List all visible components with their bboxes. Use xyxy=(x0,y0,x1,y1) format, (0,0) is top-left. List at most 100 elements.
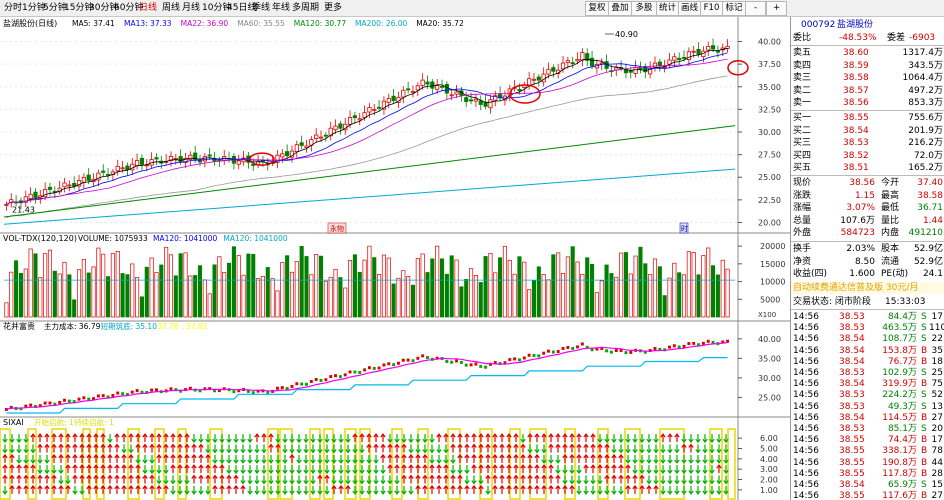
signal-up-arrow xyxy=(233,474,239,484)
tick-row-4-cell: 18 xyxy=(931,356,943,367)
candle-body xyxy=(468,99,474,102)
tick-row-10-cell: S xyxy=(921,424,927,434)
signal-up-arrow xyxy=(387,443,393,453)
period-tab-5[interactable]: 60分钟 xyxy=(114,3,144,13)
signal-up-arrow xyxy=(128,433,134,443)
period-tab-9[interactable]: 10分钟 xyxy=(202,3,232,13)
tick-row-14-cell: B xyxy=(921,468,928,479)
signal-down-arrow xyxy=(674,454,680,464)
volume-bar xyxy=(130,263,135,318)
signal-up-arrow xyxy=(527,474,533,484)
volume-bar xyxy=(91,266,96,318)
signal-down-arrow xyxy=(450,465,456,475)
promo-banner[interactable]: 自动续费通达信普及版 30元/月 xyxy=(791,282,944,294)
signal-up-arrow xyxy=(275,443,281,453)
period-tab-10[interactable]: 45日线 xyxy=(227,3,257,13)
ask-row-1: 卖四 38.59 343.5万 xyxy=(791,60,944,72)
period-tab-8[interactable]: 月线 xyxy=(182,3,201,13)
indicator-bar xyxy=(401,358,405,362)
volume-title: VOL-TDX(120,120) xyxy=(3,234,77,243)
signal-up-arrow xyxy=(394,453,400,463)
tick-row-1: 14:56 38.53 463.5万 S110 xyxy=(791,322,944,334)
signal-up-arrow xyxy=(184,464,190,474)
volume-bar xyxy=(333,268,338,318)
event-flag-right xyxy=(679,222,689,234)
ma-label-2: MA22: 36.90 xyxy=(181,19,229,28)
volume-bar xyxy=(304,256,309,318)
toolbar-button-5[interactable]: F10 xyxy=(700,1,723,16)
signal-up-arrow xyxy=(149,433,155,443)
signal-down-arrow xyxy=(576,465,582,475)
period-tab-1[interactable]: 1分钟 xyxy=(22,3,46,13)
candle-body xyxy=(275,154,280,163)
signal-up-arrow xyxy=(135,474,141,484)
signal-up-arrow xyxy=(93,484,99,494)
toolbar-button-2[interactable]: 多股 xyxy=(631,1,657,16)
volume-bar xyxy=(652,258,658,318)
volume-bar xyxy=(478,282,483,318)
signal-up-arrow xyxy=(471,453,477,463)
period-tab-11[interactable]: 季线 xyxy=(252,3,271,13)
volume-bar xyxy=(299,245,304,318)
indicator-bar xyxy=(392,363,396,367)
signal-down-arrow xyxy=(331,444,337,454)
chart-area[interactable]: 40.00 37.50 35.00 32.50 30.00 27.50 25.00 22.50… xyxy=(0,17,790,500)
candle-body xyxy=(401,89,406,98)
signal-down-arrow xyxy=(625,444,631,454)
ind-y-label-0: 40.00 xyxy=(758,335,781,344)
toolbar-button-8[interactable]: + xyxy=(766,1,787,16)
signal-down-arrow xyxy=(317,465,323,475)
period-tab-0[interactable]: 分时 xyxy=(4,3,23,13)
signal-up-arrow xyxy=(562,484,568,494)
indicator-bar xyxy=(343,373,347,377)
toolbar-button-4[interactable]: 画线 xyxy=(678,1,701,16)
tick-row-9-cell: B xyxy=(921,412,928,423)
tick-row-3-cell: 153.8万 xyxy=(882,345,917,356)
signal-down-arrow xyxy=(296,444,302,454)
stat2-row-0-cell: 2.03% xyxy=(846,244,875,254)
signal-down-arrow xyxy=(709,485,715,495)
period-tab-13[interactable]: 多周期 xyxy=(292,3,320,13)
volume-bar xyxy=(202,279,207,318)
period-tab-2[interactable]: 5分钟 xyxy=(43,3,67,13)
stat-row-3-cell: 1.44 xyxy=(922,215,943,226)
period-tab-14[interactable]: 更多 xyxy=(324,3,343,13)
period-tab-6[interactable]: 日线 xyxy=(139,3,158,13)
indicator-bar xyxy=(585,345,589,349)
candle-body xyxy=(86,174,91,181)
candle-body xyxy=(430,81,435,89)
signal-up-arrow xyxy=(646,484,652,494)
candle-body xyxy=(420,79,425,86)
order-ratio-cell: -48.53% xyxy=(839,33,877,43)
toolbar-button-6[interactable]: 标记 xyxy=(722,1,746,16)
signal-up-arrow xyxy=(65,443,71,453)
period-tab-3[interactable]: 15分钟 xyxy=(64,3,94,13)
toolbar-button-3[interactable]: 统计 xyxy=(656,1,679,16)
kline-chart-svg[interactable]: 40.00 37.50 35.00 32.50 30.00 27.50 25.00 22.50… xyxy=(0,17,790,500)
candle-body xyxy=(536,76,541,81)
signal-up-arrow xyxy=(513,443,519,453)
candle-body xyxy=(62,182,67,188)
candle-body xyxy=(101,170,106,173)
period-tab-12[interactable]: 年线 xyxy=(272,3,291,13)
tick-row-12-cell: 14:56 xyxy=(793,446,819,457)
period-tab-7[interactable]: 周线 xyxy=(162,3,181,13)
signal-down-arrow xyxy=(9,444,15,454)
tick-row-16-cell: B xyxy=(921,491,928,500)
toolbar-button-7[interactable]: - xyxy=(745,1,766,16)
divider xyxy=(791,45,944,46)
vol-y-label-0: 20000 xyxy=(760,242,785,251)
signal-highlight xyxy=(209,428,223,500)
signal-down-arrow xyxy=(170,475,176,485)
volume-bar xyxy=(23,268,28,318)
period-tab-4[interactable]: 30分钟 xyxy=(89,3,119,13)
volume-bar xyxy=(125,274,130,318)
signal-up-arrow xyxy=(527,433,533,443)
stat2-row-0: 换手 2.03% 股本 52.9亿 xyxy=(791,243,944,255)
toolbar-button-1[interactable]: 叠加 xyxy=(608,1,632,16)
indicator-bar xyxy=(24,404,28,408)
signal-up-arrow xyxy=(72,453,78,463)
toolbar-button-0[interactable]: 复权 xyxy=(585,1,609,16)
signal-up-arrow xyxy=(590,464,596,474)
signal-down-arrow xyxy=(177,475,183,485)
